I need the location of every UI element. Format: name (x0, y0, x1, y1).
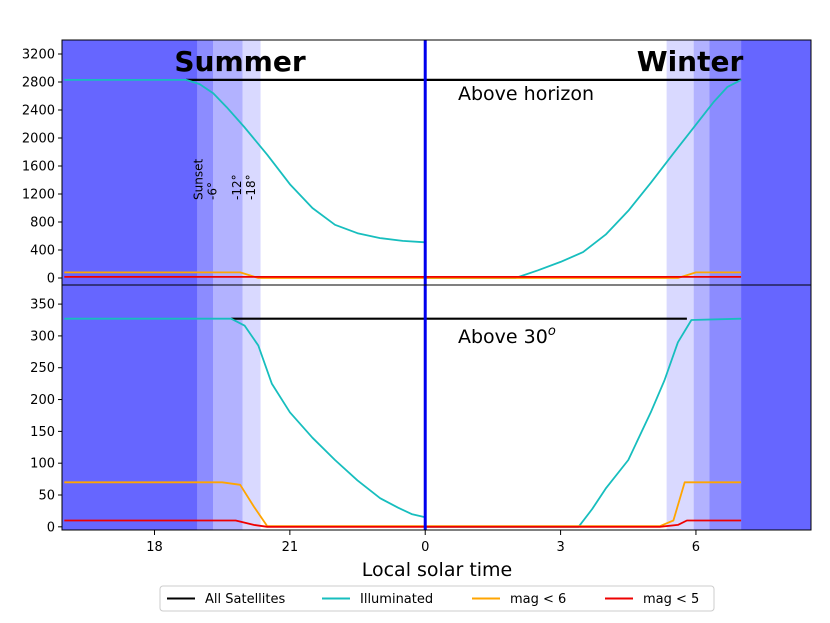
twilight-label: -6° (206, 182, 220, 200)
night-band (709, 285, 742, 530)
series-mag5-line (64, 519, 742, 528)
x-tick-label: 21 (282, 540, 299, 555)
panel-above-horizon: 0 400 800 1200 1600 2000 2400 2800 3200 Above hor… (22, 39, 812, 287)
x-axis-label: Local solar time (362, 559, 513, 581)
x-axis: 18 21 0 3 6 (146, 530, 700, 555)
legend-box (159, 585, 715, 612)
y-tick-label: 400 (30, 244, 55, 259)
y-tick-label: 1600 (22, 160, 55, 175)
night-band (197, 285, 214, 530)
y-tick-label: 3200 (22, 48, 55, 63)
series-illuminated-line (64, 317, 742, 528)
y-tick-label: 250 (30, 361, 55, 376)
night-band (693, 285, 710, 530)
night-band (242, 285, 261, 530)
x-tick-label: 18 (146, 540, 163, 555)
x-tick-label: 3 (556, 540, 564, 555)
panel-label: Above 30o (458, 324, 556, 348)
series-illuminated-line (64, 79, 742, 279)
night-band (741, 285, 811, 530)
y-tick-label: 300 (30, 329, 55, 344)
x-tick-label: 0 (421, 540, 429, 555)
y-tick-label: 0 (47, 272, 55, 287)
night-band (741, 40, 811, 285)
y-tick-label: 2000 (22, 132, 55, 147)
legend: All Satellites Illuminated mag < 6 mag < 5 (159, 585, 715, 612)
y-tick-label: 1200 (22, 188, 55, 203)
season-label-summer: Summer (174, 45, 305, 78)
y-tick-label: 100 (30, 457, 55, 472)
night-band (666, 285, 694, 530)
x-tick-label: 6 (692, 540, 700, 555)
twilight-label: -18° (244, 174, 258, 200)
panel-label: Above horizon (458, 83, 594, 105)
plot-frame (61, 284, 812, 531)
night-band (62, 40, 198, 285)
y-tick-label: 800 (30, 216, 55, 231)
legend-label-all: All Satellites (205, 592, 285, 607)
night-band (62, 285, 198, 530)
y-tick-label: 200 (30, 393, 55, 408)
legend-label-illuminated: Illuminated (360, 592, 433, 607)
twilight-label: Sunset (192, 159, 206, 200)
series-mag6-line (64, 271, 742, 279)
y-tick-label: 0 (47, 520, 55, 535)
night-band (213, 285, 243, 530)
night-band (197, 40, 214, 285)
y-tick-label: 150 (30, 425, 55, 440)
y-tick-label: 350 (30, 298, 55, 313)
twilight-label: -12° (230, 174, 244, 200)
y-tick-label: 50 (38, 489, 55, 504)
night-band (242, 40, 261, 285)
night-band (693, 40, 710, 285)
panel-above-30: 0 50 100 150 200 250 300 350 Above 30o (30, 284, 812, 535)
y-tick-label: 2800 (22, 76, 55, 91)
legend-label-mag5: mag < 5 (643, 592, 699, 607)
y-tick-label: 2400 (22, 104, 55, 119)
legend-label-mag6: mag < 6 (510, 592, 566, 607)
season-label-winter: Winter (637, 45, 744, 78)
